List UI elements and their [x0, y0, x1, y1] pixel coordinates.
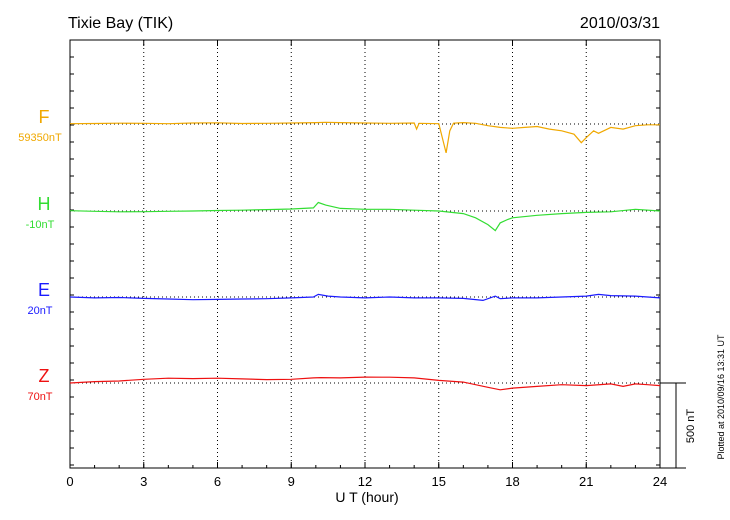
series-baseline-z: 70nT: [27, 391, 52, 403]
scale-bar-label: 500 nT: [685, 409, 697, 444]
scale-bar: 500 nT: [660, 382, 697, 469]
x-tick-label: 0: [66, 474, 73, 489]
series-name-f: F: [39, 107, 50, 127]
series-line-h: [69, 201, 661, 232]
x-tick-label: 15: [432, 474, 446, 489]
series-line-z: [69, 376, 661, 391]
series-name-z: Z: [39, 366, 50, 386]
series-line-f: [69, 121, 660, 154]
x-tick-label: 3: [140, 474, 147, 489]
x-tick-label: 12: [358, 474, 372, 489]
x-axis-label: U T (hour): [335, 489, 398, 505]
series-baseline-e: 20nT: [27, 305, 52, 317]
chart-date: 2010/03/31: [580, 15, 660, 32]
series-baseline-h: -10nT: [26, 219, 55, 231]
series-labels: F 59350nT H -10nT E 20nT Z 70nT: [18, 107, 62, 403]
plotted-note: Plotted at 2010/09/16 13:31 UT: [716, 334, 726, 460]
series-name-h: H: [38, 194, 51, 214]
x-tick-label: 6: [214, 474, 221, 489]
series-line-e: [69, 293, 661, 302]
chart-title: Tixie Bay (TIK): [68, 15, 173, 32]
series-name-e: E: [38, 280, 50, 300]
x-tick-label: 18: [505, 474, 519, 489]
x-tick-label: 24: [653, 474, 667, 489]
grid-lines: [70, 40, 660, 468]
x-ticks: 0 3 6 9 12 15 18 21 24: [66, 39, 667, 489]
x-tick-label: 21: [579, 474, 593, 489]
series-group: [69, 121, 661, 391]
series-baseline-f: 59350nT: [18, 132, 62, 144]
x-tick-label: 9: [288, 474, 295, 489]
